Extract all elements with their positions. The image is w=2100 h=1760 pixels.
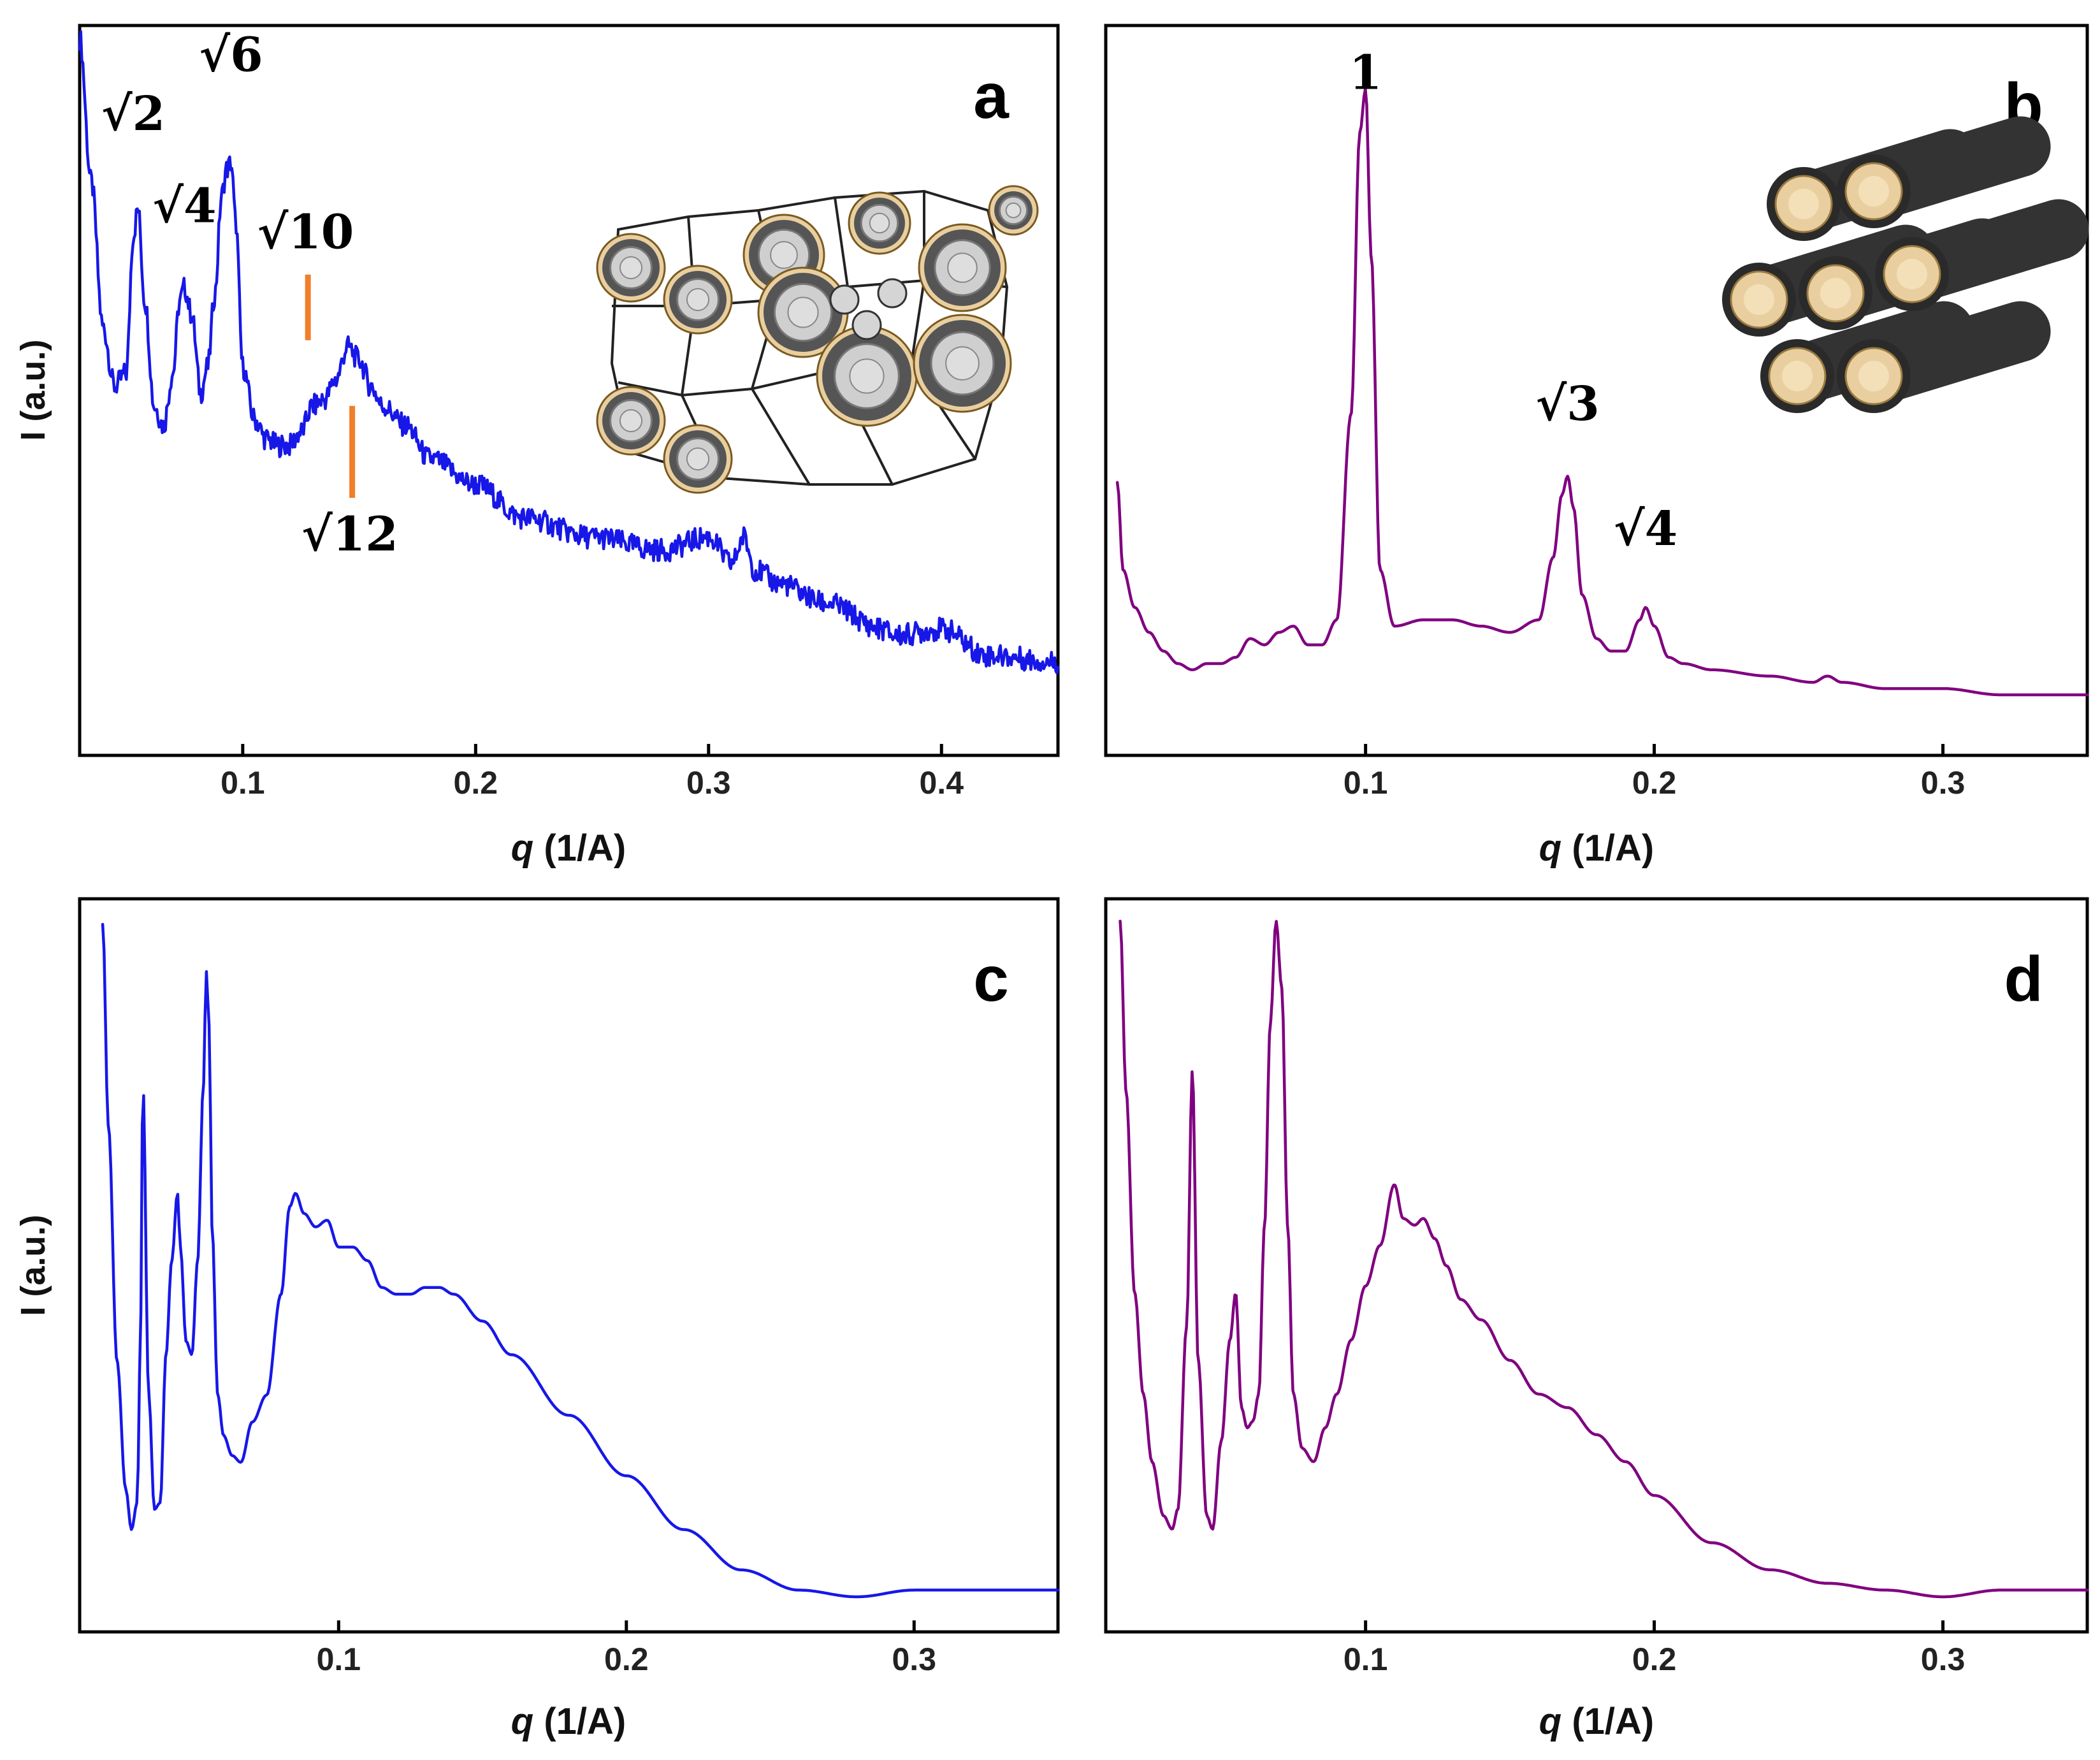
x-tick-label: 0.2 [454, 765, 498, 801]
panel-a-ticks: 0.1 0.2 0.3 0.4 [221, 744, 964, 801]
hexagonal-cylinders-illustration [1722, 116, 2089, 413]
rod-core [1897, 259, 1927, 289]
panel-a-letter: a [973, 61, 1010, 132]
x-tick-label: 0.3 [1921, 765, 1966, 801]
panel-c-curve-group [101, 922, 1060, 1599]
micelle-core [1005, 202, 1022, 219]
panel-a-xlabel-unit: (1/A) [533, 827, 626, 869]
panel-b-xlabel-var: q [1539, 827, 1561, 869]
micelle-cross-sections [596, 185, 1039, 494]
panel-c-frame [78, 897, 1060, 1634]
panel-b-xlabel: q (1/A) [1539, 827, 1654, 869]
panel-a-ylabel: I (a.u.) [14, 340, 52, 441]
panel-d-xlabel-var: q [1539, 1701, 1561, 1742]
panel-d-curve-group [1119, 919, 2089, 1599]
micelle-core [849, 358, 885, 394]
x-tick-label: 0.1 [1343, 765, 1388, 801]
panel-a-xlabel: q (1/A) [511, 827, 626, 869]
peak-label: √4 [152, 178, 216, 233]
panel-a-peak-labels: √2 √4 √6 √10 √12 [101, 28, 398, 562]
panel-c-ylabel: I (a.u.) [14, 1215, 52, 1316]
peak-label: √12 [301, 507, 398, 562]
rod-core [1858, 176, 1889, 207]
micelle-core [947, 252, 978, 283]
panel-c-curve [101, 922, 1060, 1599]
panel-a-markers [305, 274, 356, 498]
panel-d-xlabel-unit: (1/A) [1561, 1701, 1654, 1742]
x-tick-label: 0.1 [317, 1641, 361, 1677]
micelle-core [686, 287, 710, 312]
panel-d-ticks: 0.1 0.2 0.3 [1343, 1620, 1965, 1677]
peak-label: √3 [1536, 377, 1600, 432]
panel-c-xlabel: q (1/A) [511, 1701, 626, 1742]
micelle-core [619, 256, 643, 280]
rod-core [1744, 284, 1774, 315]
panel-b-xlabel-unit: (1/A) [1561, 827, 1654, 869]
panel-b-ticks: 0.1 0.2 0.3 [1343, 744, 1965, 801]
peak-label: √6 [199, 28, 263, 83]
micelle-core [787, 296, 819, 328]
panel-c-xlabel-var: q [511, 1701, 533, 1742]
peak-label: 1 [1349, 45, 1382, 100]
panel-b-peak-labels: 1 √3 √4 [1349, 45, 1677, 556]
cylinder-rods [1722, 116, 2089, 413]
micelle-core [945, 346, 980, 381]
x-tick-label: 0.2 [1632, 1641, 1677, 1677]
x-tick-label: 0.3 [1921, 1641, 1966, 1677]
rod-core [1782, 361, 1813, 391]
micelle-core [619, 409, 643, 433]
x-tick-label: 0.3 [892, 1641, 937, 1677]
panel-d-curve [1119, 919, 2089, 1599]
panel-b-curve [1115, 87, 2089, 697]
x-tick-label: 0.3 [686, 765, 731, 801]
x-tick-label: 0.1 [1343, 1641, 1388, 1677]
panel-b-frame [1104, 24, 2089, 757]
panel-a-curve [78, 30, 1060, 674]
junction-node [829, 284, 860, 315]
micelle-core [869, 212, 890, 234]
panel-a-frame [78, 24, 1060, 757]
peak-label: √10 [257, 205, 354, 260]
panel-a-curve-group [78, 30, 1060, 674]
rod-core [1820, 278, 1851, 309]
junction-node [877, 278, 908, 309]
micelle-core [770, 241, 798, 269]
panel-c: c I (a.u.) q (1/A) 0.1 0.2 0.3 [14, 897, 1060, 1742]
panel-b-curve-group [1115, 87, 2089, 697]
panel-d-frame [1104, 897, 2089, 1634]
x-tick-label: 0.4 [920, 765, 964, 801]
junction-node [851, 310, 882, 340]
rod-core [1788, 189, 1819, 219]
panel-d-xlabel: q (1/A) [1539, 1701, 1654, 1742]
panel-a-xlabel-var: q [511, 827, 533, 869]
x-tick-label: 0.2 [1632, 765, 1677, 801]
panel-c-ticks: 0.1 0.2 0.3 [317, 1620, 936, 1677]
panel-a: a I (a.u.) q (1/A) 0.1 0.2 0.3 0.4 √2 √4 √6 √1… [14, 24, 1060, 869]
panel-b: b q (1/A) 0.1 0.2 0.3 1√3√4 [1104, 24, 2089, 869]
panel-d: d q (1/A) 0.1 0.2 0.3 [1104, 897, 2089, 1742]
x-tick-label: 0.2 [604, 1641, 649, 1677]
rod-core [1858, 361, 1889, 391]
x-tick-label: 0.1 [221, 765, 265, 801]
peak-label: √4 [1614, 502, 1677, 556]
cubic-network-illustration [596, 185, 1039, 494]
peak-label: √2 [101, 87, 165, 142]
panel-c-letter: c [973, 943, 1009, 1015]
panel-c-xlabel-unit: (1/A) [533, 1701, 626, 1742]
micelle-core [686, 447, 710, 471]
panel-d-letter: d [2004, 943, 2043, 1015]
